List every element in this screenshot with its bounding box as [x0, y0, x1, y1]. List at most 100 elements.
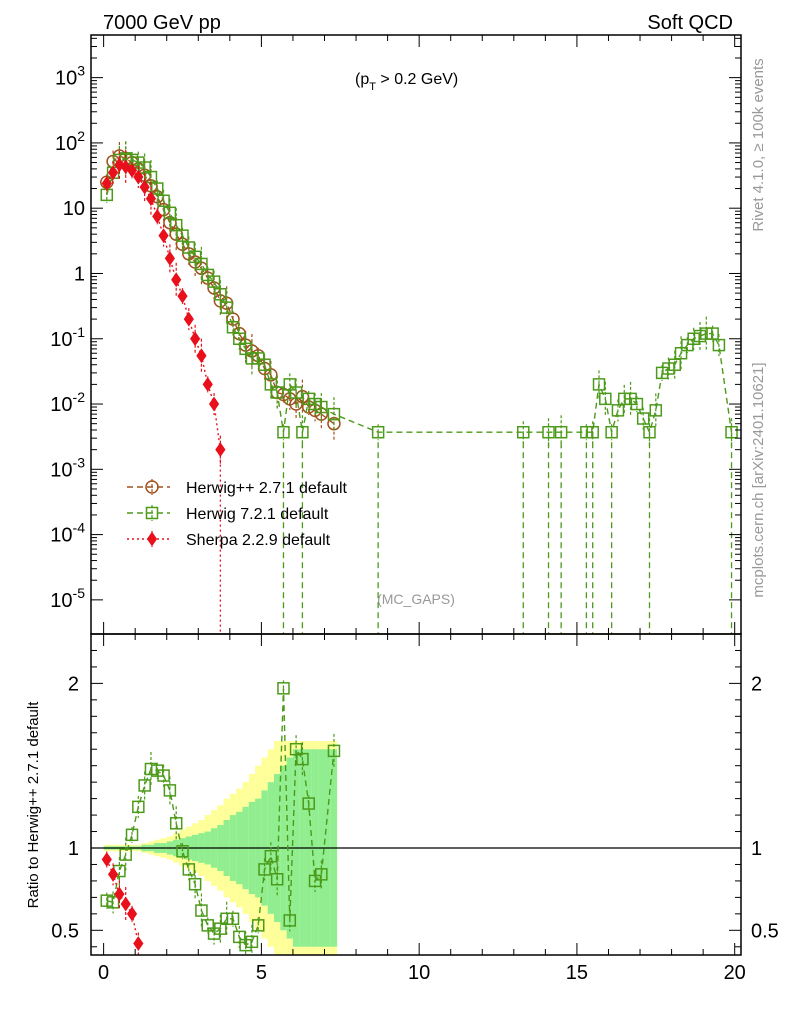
main-point: [226, 321, 240, 334]
legend-label: Herwig++ 2.7.1 default: [186, 480, 348, 497]
main-panel: [100, 141, 738, 634]
main-point: [554, 425, 568, 439]
y-label-base: 10: [55, 68, 77, 90]
ratio-point: [258, 863, 271, 876]
main-point: [201, 268, 214, 282]
legend-label: Herwig 7.2.1 default: [186, 506, 329, 523]
main-point: [196, 348, 207, 364]
ratio-point: [264, 849, 278, 863]
ratio-point: [315, 868, 328, 881]
main-point: [611, 404, 625, 417]
ratio-point: [100, 894, 114, 907]
y-label-exp: 2: [77, 128, 85, 144]
left-title: 7000 GeV pp: [103, 12, 221, 34]
ratio-point: [133, 936, 144, 951]
x-tick-label: 10: [408, 962, 430, 984]
ratio-point: [182, 863, 196, 876]
main-y-label: 10-3: [50, 454, 85, 481]
main-point: [101, 175, 112, 191]
x-tick-label: 15: [566, 962, 588, 984]
main-point: [283, 378, 297, 391]
ratio-point: [169, 817, 183, 830]
main-point: [649, 404, 663, 417]
legend-entry: Herwig++ 2.7.1 default: [127, 479, 348, 497]
ratio-y-label-right: 1: [751, 838, 762, 860]
y-label-exp: -5: [73, 585, 86, 601]
ratio-y-label: 0.5: [51, 920, 79, 942]
main-point: [687, 332, 700, 346]
main-point: [139, 179, 150, 195]
main-point: [171, 272, 182, 288]
main-point: [668, 358, 681, 371]
main-point: [152, 208, 163, 224]
main-point: [157, 194, 170, 208]
ratio-point: [220, 912, 233, 926]
ratio-point: [101, 852, 112, 867]
ratio-ylabel: Ratio to Herwig++ 2.7.1 default: [25, 701, 42, 909]
ratio-y-label-right: 2: [751, 673, 762, 695]
main-point: [145, 191, 157, 207]
main-point: [107, 165, 119, 181]
main-y-label: 10-2: [50, 389, 85, 416]
main-point: [630, 397, 644, 411]
main-point: [586, 425, 599, 439]
main-point: [517, 425, 530, 439]
ratio-point: [163, 784, 177, 797]
ratio-point: [327, 744, 341, 758]
main-point: [327, 407, 341, 421]
main-point: [542, 425, 555, 439]
ratio-point: [233, 930, 246, 944]
y-label-base: 10: [50, 459, 72, 481]
main-point: [681, 338, 694, 352]
ratio-point: [308, 874, 322, 888]
ratio-point: [125, 828, 139, 842]
main-point: [599, 392, 612, 406]
y-label-exp: -1: [73, 324, 86, 340]
y-label-base: 10: [55, 133, 77, 155]
main-series-square: [100, 141, 738, 450]
main-point: [270, 386, 284, 399]
cut-label-rest: > 0.2 GeV): [376, 71, 458, 88]
main-point: [239, 342, 252, 356]
main-point: [176, 229, 189, 242]
legend-marker: [145, 480, 159, 494]
main-point: [183, 311, 194, 327]
main-point: [618, 392, 631, 406]
main-point: [264, 378, 278, 391]
main-y-label: 10-4: [50, 520, 85, 547]
main-point: [277, 425, 290, 439]
y-label-base: 10: [50, 590, 72, 612]
ratio-point: [144, 762, 158, 776]
main-point: [662, 362, 675, 375]
main-point: [296, 425, 309, 439]
y-label-base: 10: [50, 329, 72, 351]
main-y-label: 10-5: [50, 585, 85, 612]
legend-label: Sherpa 2.2.9 default: [186, 532, 331, 549]
main-point: [195, 257, 208, 271]
main-point: [208, 396, 220, 412]
y-label-base: 10: [50, 394, 72, 416]
main-point: [151, 182, 164, 195]
ratio-point: [296, 752, 309, 766]
main-point: [643, 425, 656, 439]
x-tick-label: 0: [98, 962, 109, 984]
ratio-point: [188, 877, 202, 891]
main-line-square: [106, 157, 733, 435]
main-point: [655, 366, 669, 380]
main-point: [164, 251, 175, 266]
main-point: [712, 338, 726, 352]
ratio-point: [214, 922, 227, 935]
main-point: [245, 352, 259, 365]
ratio-point: [251, 919, 265, 932]
main-point: [138, 161, 151, 174]
ratio-line-square: [106, 688, 335, 947]
y-label-exp: -4: [73, 520, 86, 536]
ratio-point: [138, 779, 151, 792]
main-point: [202, 377, 213, 392]
legend-marker: [145, 506, 159, 520]
main-point: [308, 397, 322, 411]
ratio-point: [277, 682, 290, 695]
ratio-point: [226, 912, 240, 926]
y-label-exp: -3: [73, 454, 86, 470]
